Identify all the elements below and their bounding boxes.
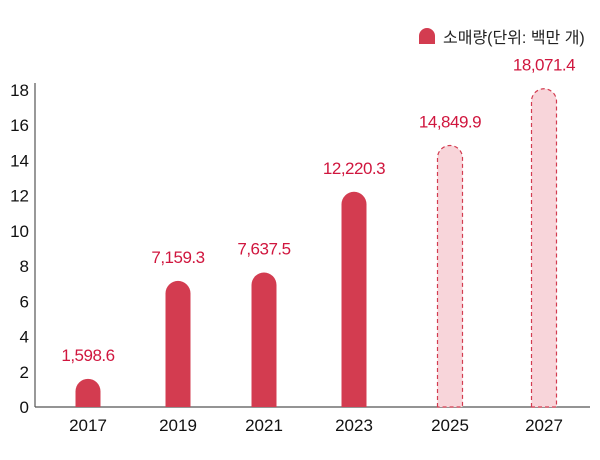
y-tick-label: 10 xyxy=(10,222,29,241)
x-tick-label: 2027 xyxy=(525,416,563,435)
data-label-2017: 1,598.6 xyxy=(61,346,114,365)
legend-swatch xyxy=(419,28,435,44)
bar-2023 xyxy=(341,191,367,407)
y-tick-label: 2 xyxy=(20,363,29,382)
data-label-2021: 7,637.5 xyxy=(237,239,290,258)
y-tick-label: 6 xyxy=(20,292,29,311)
legend-label: 소매량(단위: 백만 개) xyxy=(443,30,585,47)
x-tick-label: 2021 xyxy=(245,416,283,435)
legend: 소매량(단위: 백만 개) xyxy=(419,24,585,48)
y-tick-label: 18 xyxy=(10,81,29,100)
bar-2025 xyxy=(436,144,464,408)
bar-2017 xyxy=(75,378,101,407)
x-tick-label: 2019 xyxy=(159,416,197,435)
data-label-2027: 18,071.4 xyxy=(513,56,575,75)
data-label-2025: 14,849.9 xyxy=(419,112,481,131)
y-tick-label: 0 xyxy=(20,398,29,417)
y-tick-label: 16 xyxy=(10,116,29,135)
data-label-2019: 7,159.3 xyxy=(151,248,204,267)
bar-2019 xyxy=(165,280,191,407)
bar-2027 xyxy=(530,88,558,408)
y-tick-label: 8 xyxy=(20,257,29,276)
y-tick-label: 14 xyxy=(10,151,29,170)
bar-2021 xyxy=(251,272,277,407)
x-tick-label: 2017 xyxy=(69,416,107,435)
x-tick-label: 2025 xyxy=(431,416,469,435)
y-tick-label: 4 xyxy=(20,328,29,347)
x-tick-label: 2023 xyxy=(335,416,373,435)
data-label-2023: 12,220.3 xyxy=(323,159,385,178)
y-tick-label: 12 xyxy=(10,187,29,206)
